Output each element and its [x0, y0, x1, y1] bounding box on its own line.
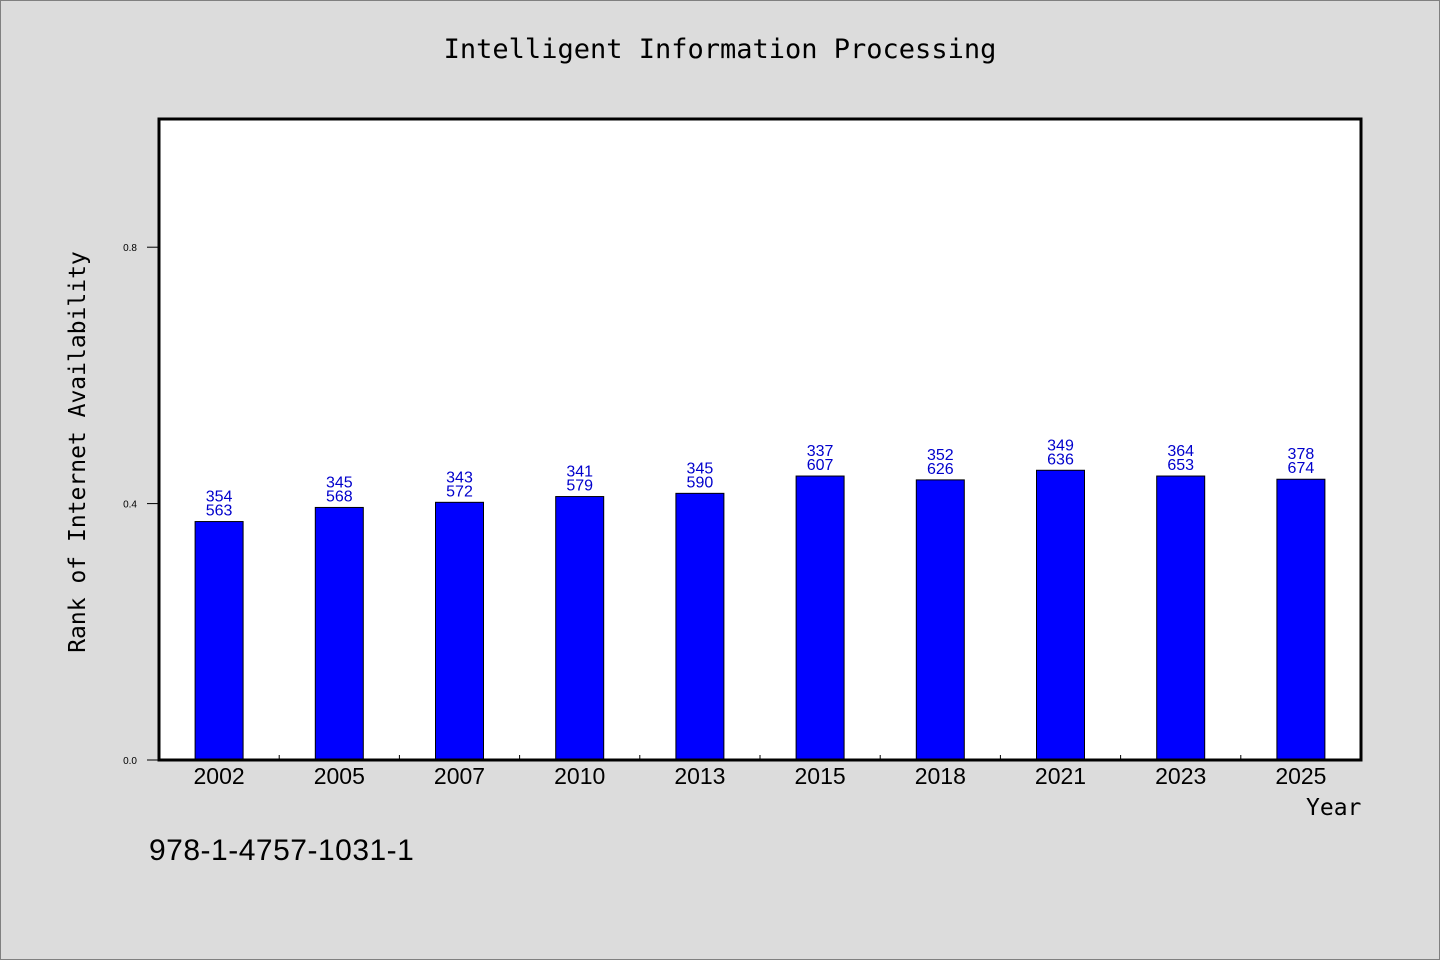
bar — [314, 506, 364, 761]
bar-label-top: 343 — [446, 469, 473, 486]
bar-label-top: 345 — [687, 460, 714, 477]
bar-label-bottom: 590 — [687, 474, 714, 491]
chart-title: Intelligent Information Processing — [443, 34, 997, 65]
bar — [675, 492, 725, 761]
x-tick-label: 2015 — [795, 763, 846, 789]
bar — [1276, 478, 1326, 761]
bar — [795, 475, 845, 761]
bar — [1156, 475, 1206, 761]
bar — [555, 496, 605, 761]
bar-label-bottom: 607 — [807, 457, 834, 474]
y-tick-label: 0.8 — [123, 243, 137, 254]
x-tick-label: 2002 — [194, 763, 245, 789]
bar-label-bottom: 636 — [1047, 451, 1074, 468]
bar-label-bottom: 626 — [927, 461, 954, 478]
x-tick-label: 2007 — [434, 763, 485, 789]
bar-label-top: 337 — [807, 443, 834, 460]
bar-label-top: 345 — [326, 474, 353, 491]
bar — [915, 479, 965, 761]
bar — [194, 521, 244, 761]
x-tick-label: 2023 — [1155, 763, 1206, 789]
bar-label-bottom: 653 — [1167, 457, 1194, 474]
x-axis-label: Year — [1306, 795, 1362, 821]
bar-label-bottom: 572 — [446, 483, 473, 500]
bar-label-bottom: 579 — [566, 478, 593, 495]
isbn-code: 978-1-4757-1031-1 — [149, 834, 415, 867]
y-tick-label: 0.0 — [123, 756, 137, 767]
bar-label-bottom: 674 — [1288, 460, 1315, 477]
x-tick-label: 2025 — [1275, 763, 1326, 789]
bar-label-top: 349 — [1047, 437, 1074, 454]
x-tick-label: 2010 — [554, 763, 605, 789]
bar-label-bottom: 568 — [326, 488, 353, 505]
x-tick-label: 2005 — [314, 763, 365, 789]
bar — [1036, 469, 1085, 761]
y-tick-label: 0.4 — [123, 500, 137, 511]
bar — [435, 501, 484, 761]
x-tick-label: 2021 — [1035, 763, 1086, 789]
bar-label-top: 341 — [566, 464, 593, 481]
bar-label-top: 354 — [206, 489, 233, 506]
bar-label-bottom: 563 — [206, 503, 233, 520]
x-tick-label: 2018 — [915, 763, 966, 789]
bar-label-top: 364 — [1167, 443, 1194, 460]
bar-label-top: 378 — [1288, 446, 1315, 463]
x-tick-label: 2013 — [674, 763, 725, 789]
plot-border — [157, 117, 1363, 762]
bar-label-top: 352 — [927, 447, 954, 464]
